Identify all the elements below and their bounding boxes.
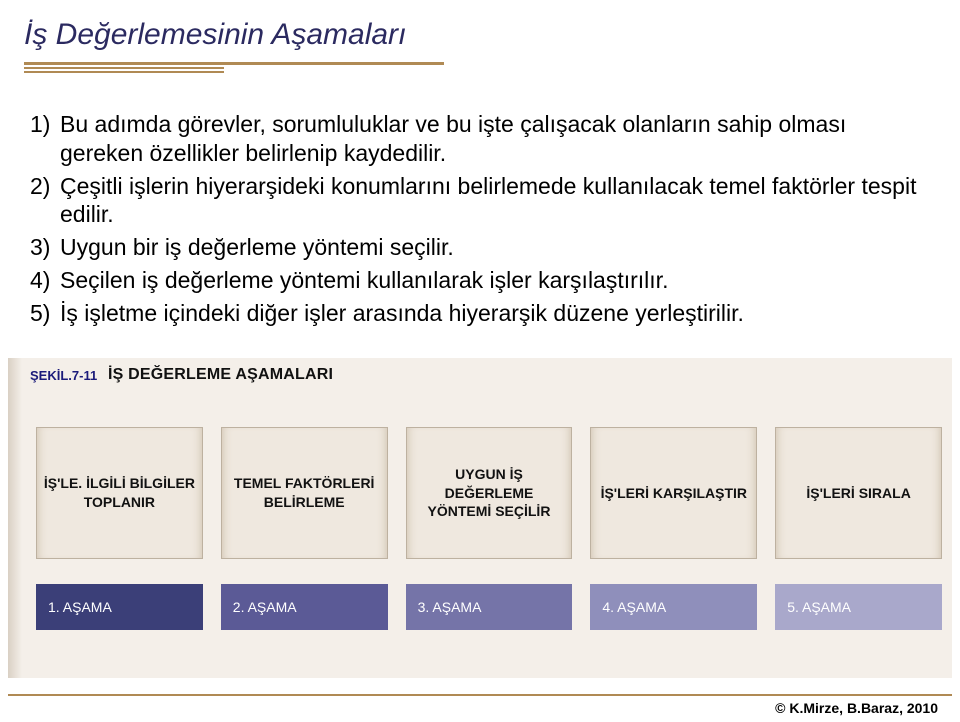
list-item-text: Çeşitli işlerin hiyerarşideki konumların…: [60, 172, 930, 230]
list-item: 3) Uygun bir iş değerleme yöntemi seçili…: [30, 233, 930, 262]
stage-label: 1. AŞAMA: [36, 584, 203, 630]
list-item-number: 2): [30, 172, 60, 230]
list-item-number: 4): [30, 266, 60, 295]
footer-divider: [8, 694, 952, 696]
page-title: İş Değerlemesinin Aşamaları: [24, 18, 444, 56]
title-block: İş Değerlemesinin Aşamaları: [24, 18, 444, 73]
figure: ŞEKİL.7-11 İŞ DEĞERLEME AŞAMALARI İŞ'LE.…: [8, 358, 952, 678]
stage-box: TEMEL FAKTÖRLERİ BELİRLEME: [221, 427, 388, 559]
stage-label: 2. AŞAMA: [221, 584, 388, 630]
list-item-text: Seçilen iş değerleme yöntemi kullanılara…: [60, 266, 930, 295]
list-item: 2) Çeşitli işlerin hiyerarşideki konumla…: [30, 172, 930, 230]
list-item: 5) İş işletme içindeki diğer işler arası…: [30, 299, 930, 328]
stage-box: İŞ'LE. İLGİLİ BİLGİLER TOPLANIR: [36, 427, 203, 559]
list-item: 1) Bu adımda görevler, sorumluluklar ve …: [30, 110, 930, 168]
stage-label: 5. AŞAMA: [775, 584, 942, 630]
slide: İş Değerlemesinin Aşamaları 1) Bu adımda…: [0, 0, 960, 722]
figure-boxes-row: İŞ'LE. İLGİLİ BİLGİLER TOPLANIR TEMEL FA…: [36, 418, 942, 568]
list-item-number: 5): [30, 299, 60, 328]
stage-box: İŞ'LERİ SIRALA: [775, 427, 942, 559]
figure-number-label: ŞEKİL.7-11: [30, 368, 97, 383]
list-item: 4) Seçilen iş değerleme yöntemi kullanıl…: [30, 266, 930, 295]
list-item-text: Uygun bir iş değerleme yöntemi seçilir.: [60, 233, 930, 262]
body-text-list: 1) Bu adımda görevler, sorumluluklar ve …: [30, 110, 930, 331]
stage-box: UYGUN İŞ DEĞERLEME YÖNTEMİ SEÇİLİR: [406, 427, 573, 559]
list-item-text: İş işletme içindeki diğer işler arasında…: [60, 299, 930, 328]
stage-box: İŞ'LERİ KARŞILAŞTIR: [590, 427, 757, 559]
underline-bar: [24, 67, 224, 69]
underline-bar: [24, 62, 444, 65]
figure-left-shadow: [8, 358, 22, 678]
figure-stages-row: 1. AŞAMA 2. AŞAMA 3. AŞAMA 4. AŞAMA 5. A…: [36, 584, 942, 630]
figure-panel: ŞEKİL.7-11 İŞ DEĞERLEME AŞAMALARI İŞ'LE.…: [8, 358, 952, 678]
stage-label: 4. AŞAMA: [590, 584, 757, 630]
list-item-number: 1): [30, 110, 60, 168]
figure-title: İŞ DEĞERLEME AŞAMALARI: [108, 366, 333, 384]
list-item-number: 3): [30, 233, 60, 262]
footer-credit: © K.Mirze, B.Baraz, 2010: [775, 700, 938, 716]
underline-bar: [24, 71, 224, 73]
title-underline: [24, 62, 444, 73]
list-item-text: Bu adımda görevler, sorumluluklar ve bu …: [60, 110, 930, 168]
stage-label: 3. AŞAMA: [406, 584, 573, 630]
